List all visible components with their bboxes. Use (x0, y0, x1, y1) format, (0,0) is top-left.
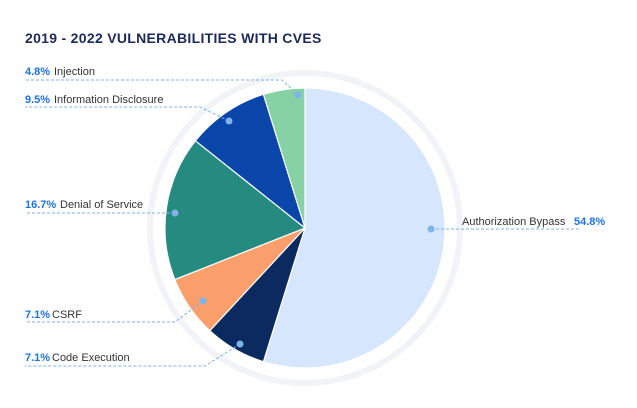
leader-line-code-execution (25, 343, 241, 367)
slice-percent-injection: 4.8% (25, 66, 50, 78)
slice-label-information-disclosure: Information Disclosure (54, 94, 163, 106)
slice-label-code-execution: Code Execution (52, 352, 130, 364)
pie-slice-injection (262, 87, 306, 229)
label-dot-information-disclosure (225, 117, 233, 125)
label-dot-csrf (199, 297, 207, 305)
slice-percent-csrf: 7.1% (25, 309, 50, 321)
slice-percent-authorization-bypass: 54.8% (574, 216, 605, 228)
slice-label-authorization-bypass: Authorization Bypass (462, 216, 566, 228)
pie-slice-authorization-bypass (262, 87, 446, 369)
slice-label-csrf: CSRF (52, 309, 82, 321)
slice-percent-code-execution: 7.1% (25, 352, 50, 364)
label-dot-injection (294, 91, 302, 99)
label-dot-authorization-bypass (427, 225, 435, 233)
slice-label-injection: Injection (54, 66, 95, 78)
pie-slice-information-disclosure (194, 93, 307, 230)
chart-title: 2019 - 2022 VULNERABILITIES WITH CVES (25, 30, 322, 46)
leader-line-information-disclosure (25, 106, 230, 122)
slice-percent-information-disclosure: 9.5% (25, 94, 50, 106)
leader-line-csrf (25, 300, 204, 323)
slice-label-denial-of-service: Denial of Service (60, 199, 143, 211)
slice-percent-denial-of-service: 16.7% (25, 199, 56, 211)
pie-slice-denial-of-service (164, 139, 307, 281)
label-dot-denial-of-service (171, 209, 179, 217)
leader-line-injection (25, 79, 299, 96)
label-dot-code-execution (236, 340, 244, 348)
